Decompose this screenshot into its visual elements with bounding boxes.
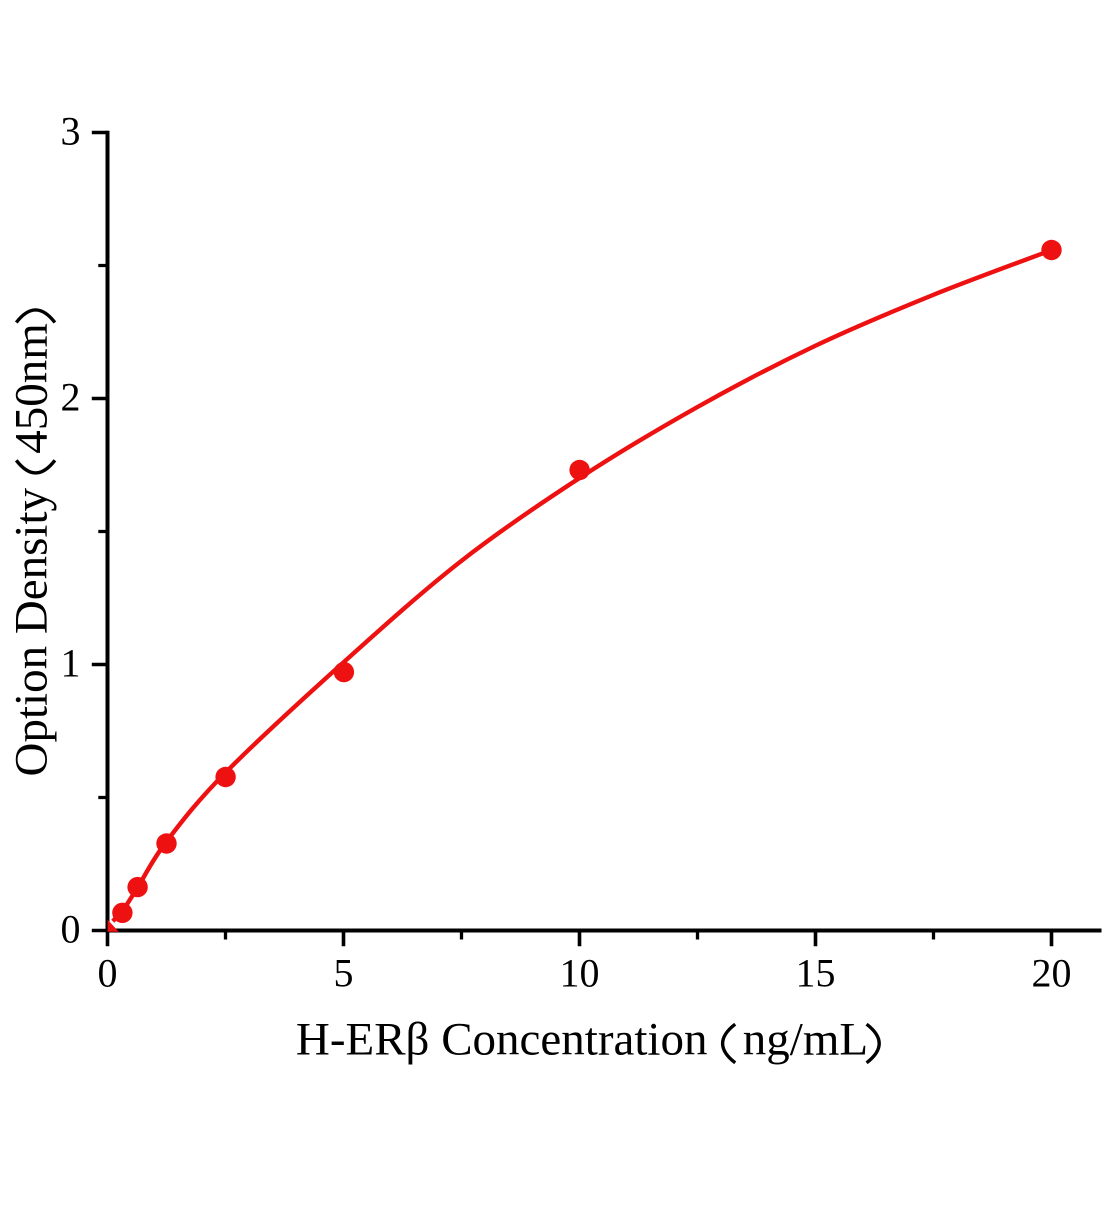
svg-text:450nm: 450nm	[6, 323, 58, 454]
svg-text:10: 10	[560, 951, 600, 996]
svg-text:5: 5	[334, 951, 354, 996]
svg-text:1: 1	[61, 640, 81, 685]
svg-text:H-ERβ Concentration: H-ERβ Concentration	[296, 1014, 708, 1066]
svg-text:2: 2	[61, 374, 81, 419]
svg-text:0: 0	[61, 906, 81, 951]
svg-text:15: 15	[796, 951, 836, 996]
svg-text:3: 3	[61, 108, 81, 153]
svg-text:ng/mL: ng/mL	[743, 1014, 868, 1066]
svg-text:Option Density: Option Density	[6, 487, 58, 776]
svg-text:20: 20	[1032, 951, 1072, 996]
svg-text:0: 0	[98, 951, 118, 996]
